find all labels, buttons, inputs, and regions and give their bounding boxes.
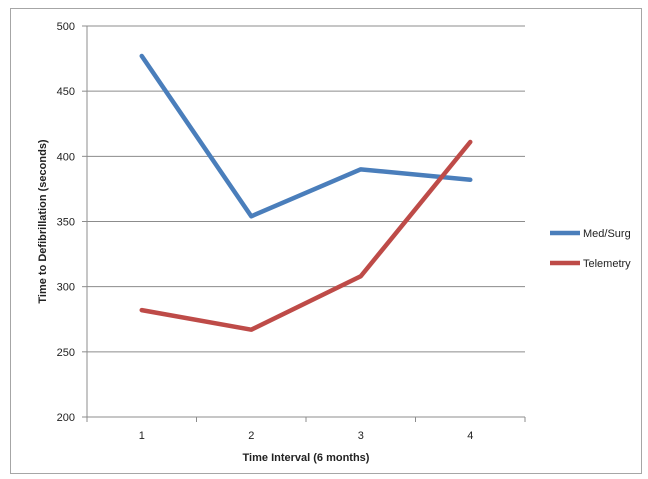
- x-axis-title: Time Interval (6 months): [243, 452, 370, 464]
- y-tick-label: 500: [57, 21, 75, 33]
- legend-label: Med/Surg: [583, 228, 631, 240]
- gridlines: [87, 25, 525, 353]
- series-lines: [139, 53, 473, 332]
- y-tick-label: 250: [57, 347, 75, 359]
- x-tick-labels: 1 2 3 4: [139, 430, 474, 442]
- x-tick-label: 1: [139, 430, 145, 442]
- y-tick-label: 450: [57, 86, 75, 98]
- x-tick-label: 2: [248, 430, 254, 442]
- y-tick-label: 200: [57, 412, 75, 424]
- y-tick-label: 300: [57, 282, 75, 294]
- axes: [82, 25, 526, 422]
- series-line-med-surg: [139, 53, 473, 219]
- x-tick-label: 3: [358, 430, 364, 442]
- y-tick-label: 400: [57, 151, 75, 163]
- legend-label: Telemetry: [583, 258, 631, 270]
- chart-frame: [10, 8, 642, 474]
- y-axis-title: Time to Defibrillation (seconds): [37, 139, 49, 304]
- series-line-telemetry: [139, 139, 473, 332]
- legend: Med/Surg Telemetry: [550, 228, 631, 270]
- x-tick-label: 4: [467, 430, 473, 442]
- y-tick-label: 350: [57, 217, 75, 229]
- y-tick-labels: 200 250 300 350 400 450 500: [57, 21, 75, 424]
